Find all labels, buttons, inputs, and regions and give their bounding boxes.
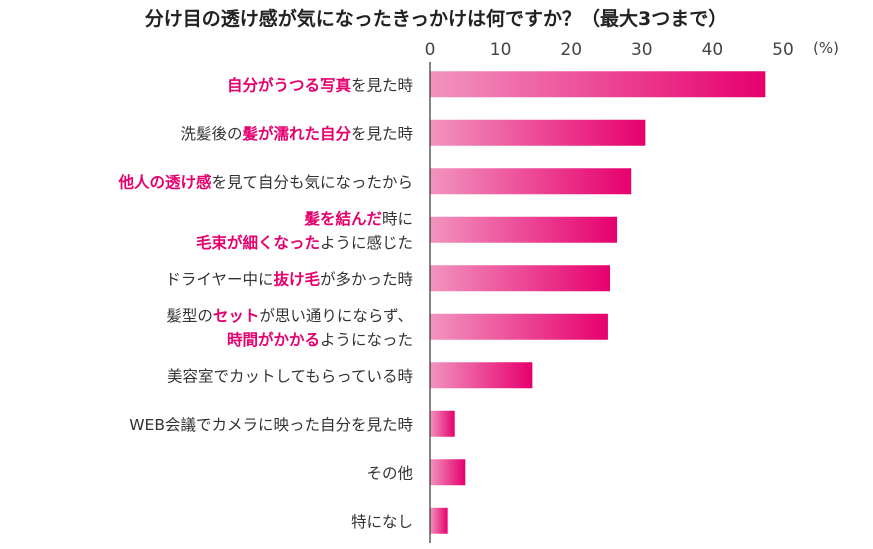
category-label-text: WEB会議でカメラに映った自分を見た時 (129, 416, 413, 434)
category-label-highlight: 髪が濡れた自分 (241, 124, 351, 143)
category-label-text: ドライヤー中に (165, 270, 273, 288)
bars (430, 71, 766, 534)
bar (430, 216, 618, 243)
bar (430, 265, 611, 292)
bar (430, 459, 466, 486)
category-label-text: 時に (382, 210, 413, 228)
category-label: 特になし (351, 513, 413, 531)
category-label-text: を見た時 (351, 125, 413, 143)
bar (430, 410, 455, 437)
category-label-text: を見て自分も気になったから (211, 173, 413, 191)
category-label-text: 髪型の (166, 307, 213, 325)
category-label: 他人の透け感を見て自分も気になったから (117, 172, 413, 191)
category-label-highlight: 自分がうつる写真 (227, 75, 352, 94)
category-label-highlight: 抜け毛 (273, 269, 320, 288)
category-label: 美容室でカットしてもらっている時 (167, 367, 413, 385)
x-tick-label: 10 (490, 40, 512, 60)
x-tick-label: 0 (425, 40, 436, 60)
bar (430, 507, 448, 534)
category-label: 髪を結んだ時に (303, 209, 413, 228)
category-label: WEB会議でカメラに映った自分を見た時 (129, 416, 413, 434)
category-label-text: ようになった (320, 331, 413, 349)
bar (430, 362, 533, 389)
category-label-text: が思い通りにならず、 (259, 307, 413, 325)
category-label: 髪型のセットが思い通りにならず、 (166, 307, 413, 325)
category-label-text: 洗髪後の (180, 125, 242, 143)
x-tick-label: 40 (702, 40, 724, 60)
category-label: 洗髪後の髪が濡れた自分を見た時 (180, 124, 413, 143)
x-tick-label: 50 (772, 40, 794, 60)
category-label: 時間がかかるようになった (227, 330, 413, 349)
x-tick-label: 20 (560, 40, 582, 60)
category-labels: 自分がうつる写真を見た時洗髪後の髪が濡れた自分を見た時他人の透け感を見て自分も気… (117, 75, 413, 531)
category-label: その他 (366, 464, 413, 482)
category-label-text: 特になし (351, 513, 413, 531)
category-label-text: ように感じた (320, 234, 413, 252)
category-label: 毛束が細くなったように感じた (196, 233, 413, 252)
x-axis-ticks: 0 10 20 30 40 50 (425, 40, 794, 60)
category-label-highlight: 髪を結んだ (303, 209, 382, 228)
category-label-highlight: セット (213, 307, 260, 325)
category-label-text: を見た時 (351, 76, 413, 94)
category-label-highlight: 時間がかかる (227, 330, 320, 349)
category-label-text: が多かった時 (320, 270, 413, 288)
category-label-highlight: 他人の透け感 (117, 172, 212, 191)
unit-label: (%) (813, 39, 839, 57)
bar (430, 119, 646, 146)
category-label-text: 美容室でカットしてもらっている時 (167, 367, 413, 385)
bar (430, 313, 608, 340)
bar (430, 71, 766, 98)
category-label: 自分がうつる写真を見た時 (227, 75, 413, 94)
category-label-highlight: 毛束が細くなった (196, 233, 320, 252)
category-label-text: その他 (366, 464, 413, 482)
category-label: ドライヤー中に抜け毛が多かった時 (165, 269, 413, 288)
chart-title: 分け目の透け感が気になったきっかけは何ですか？（最大3つまで） (145, 7, 727, 30)
bar (430, 168, 632, 195)
x-tick-label: 30 (631, 40, 653, 60)
